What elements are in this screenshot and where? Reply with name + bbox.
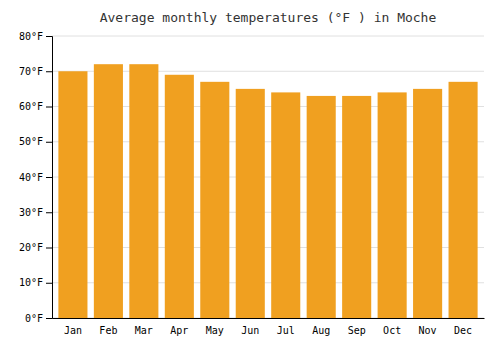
x-tick: May: [206, 325, 224, 336]
x-tick: Feb: [99, 325, 117, 336]
bar: [307, 96, 336, 318]
x-tick-label: Dec: [454, 325, 472, 336]
y-tick: 80°F: [19, 31, 52, 42]
y-axis-line: [46, 37, 53, 319]
x-axis: Jan Feb Mar Apr May Jun Jul Aug Sep Oct Nov Dec: [53, 319, 485, 337]
y-tick-mark: [46, 107, 52, 108]
y-tick-label: 70°F: [19, 66, 43, 77]
x-tick-label: May: [206, 325, 224, 336]
x-tick: Jan: [64, 325, 82, 336]
x-tick: Sep: [348, 325, 366, 336]
y-tick-mark: [46, 177, 52, 178]
x-tick-label: Jun: [241, 325, 259, 336]
bar: [94, 64, 123, 318]
x-tick: Oct: [383, 325, 401, 336]
x-tick-label: Jul: [277, 325, 295, 336]
bar: [413, 89, 442, 318]
bar: [271, 92, 300, 318]
y-tick-mark: [46, 248, 52, 249]
bar: [342, 96, 371, 318]
x-tick-label: Jan: [64, 325, 82, 336]
plot-area: 0°F 10°F 20°F 30°F 40°F 50°F 60°F 70°F 80°F Jan Fe…: [19, 31, 485, 336]
y-tick-label: 60°F: [19, 101, 43, 112]
x-tick-label: Apr: [170, 325, 188, 336]
bar: [200, 82, 229, 318]
x-tick-label: Oct: [383, 325, 401, 336]
y-tick: 10°F: [19, 277, 52, 288]
bar: [449, 82, 478, 318]
y-tick-label: 50°F: [19, 136, 43, 147]
y-axis: 0°F 10°F 20°F 30°F 40°F 50°F 60°F 70°F 80°F: [19, 31, 53, 324]
bar: [129, 64, 158, 318]
y-tick-label: 0°F: [25, 313, 43, 324]
y-tick: 40°F: [19, 172, 52, 183]
x-tick: Apr: [170, 325, 188, 336]
y-tick-label: 30°F: [19, 207, 43, 218]
grid: [52, 36, 484, 318]
bar: [236, 89, 265, 318]
x-tick-label: Mar: [135, 325, 153, 336]
y-tick: 60°F: [19, 101, 52, 112]
bars: [58, 64, 477, 318]
x-axis-line: [53, 318, 485, 319]
y-tick-mark: [46, 142, 52, 143]
y-tick-label: 20°F: [19, 242, 43, 253]
bar: [165, 75, 194, 318]
y-tick-mark: [46, 212, 52, 213]
y-tick: 50°F: [19, 136, 52, 147]
x-tick: Nov: [419, 325, 437, 336]
y-tick-mark: [46, 318, 52, 319]
y-tick-label: 10°F: [19, 277, 43, 288]
bar: [378, 92, 407, 318]
grid-line: [52, 36, 484, 37]
x-tick-label: Nov: [419, 325, 437, 336]
x-tick: Jun: [241, 325, 259, 336]
y-tick-mark: [46, 71, 52, 72]
y-tick-label: 40°F: [19, 172, 43, 183]
chart-container: 0°F 10°F 20°F 30°F 40°F 50°F 60°F 70°F 80°F Jan Fe…: [0, 0, 500, 350]
y-tick: 30°F: [19, 207, 52, 218]
title: Average monthly temperatures (°F ) in Mo…: [100, 10, 437, 25]
y-tick: 70°F: [19, 66, 52, 77]
x-tick-label: Sep: [348, 325, 366, 336]
x-tick: Mar: [135, 325, 153, 336]
y-tick-mark: [46, 283, 52, 284]
x-tick: Dec: [454, 325, 472, 336]
x-tick-label: Feb: [99, 325, 117, 336]
y-tick: 20°F: [19, 242, 52, 253]
y-tick: 0°F: [25, 313, 52, 324]
x-tick: Aug: [312, 325, 330, 336]
x-tick: Jul: [277, 325, 295, 336]
bar: [58, 71, 87, 318]
x-tick-label: Aug: [312, 325, 330, 336]
chart-svg: 0°F 10°F 20°F 30°F 40°F 50°F 60°F 70°F 80°F Jan Fe…: [0, 0, 500, 350]
y-tick-label: 80°F: [19, 31, 43, 42]
y-tick-mark: [46, 36, 52, 37]
